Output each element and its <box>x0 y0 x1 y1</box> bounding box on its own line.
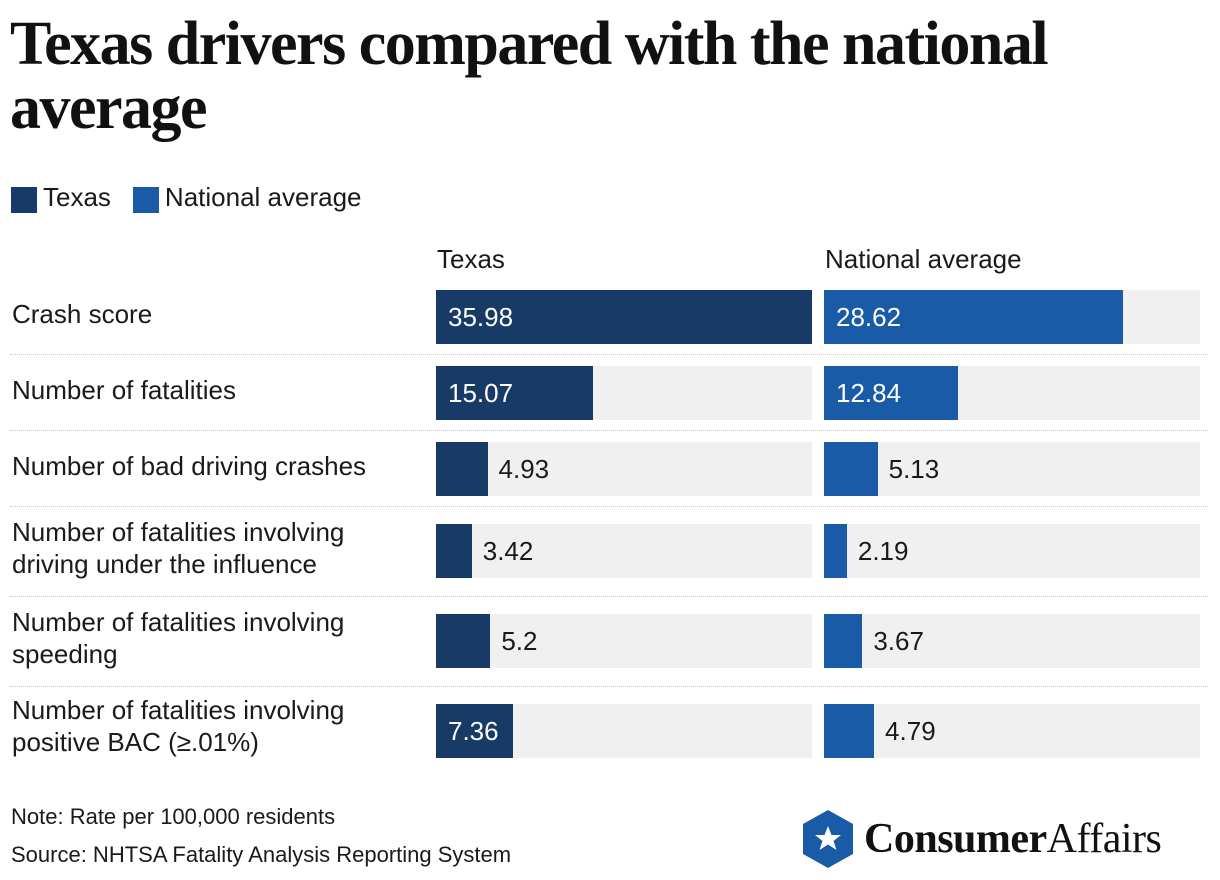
legend-label-national: National average <box>164 182 362 212</box>
source-note: Source: NHTSA Fatality Analysis Reportin… <box>11 842 512 867</box>
logo-wordmark: ConsumerAffairs <box>864 815 1162 863</box>
footnote: Note: Rate per 100,000 residents <box>11 804 336 829</box>
data-label: 5.13 <box>888 454 940 484</box>
bar-track: 7.36 <box>436 704 812 758</box>
data-label: 12.84 <box>836 378 902 408</box>
bar-track: 28.62 <box>824 290 1200 344</box>
bar-national <box>824 366 959 420</box>
data-label: 4.79 <box>885 716 936 746</box>
column-header-national: National average <box>825 244 1022 274</box>
bar-track: 5.2 <box>436 614 812 668</box>
data-label: 15.07 <box>448 378 514 408</box>
data-label: 35.98 <box>448 302 514 332</box>
legend-item-texas: Texas <box>11 182 111 213</box>
bar-texas <box>436 366 594 420</box>
row-label: Number of fatalities involving positive … <box>12 695 345 757</box>
legend-swatch-national <box>132 186 159 213</box>
bar-track: 2.19 <box>824 524 1200 578</box>
bar-track: 15.07 <box>436 366 812 420</box>
legend-item-national: National average <box>132 182 362 213</box>
consumeraffairs-logo: ConsumerAffairs <box>800 808 1162 870</box>
bar-track: 35.98 <box>436 290 812 344</box>
row-label: Number of fatalities <box>12 375 236 405</box>
row-label: Number of fatalities involving driving u… <box>12 517 345 579</box>
bar-national <box>824 442 878 496</box>
data-label: 7.36 <box>448 716 499 746</box>
row-label: Crash score <box>12 299 153 329</box>
row-divider <box>10 430 1208 431</box>
bar-track: 4.79 <box>824 704 1200 758</box>
data-label: 5.2 <box>501 626 538 656</box>
legend-swatch-texas <box>11 186 37 213</box>
legend-label-texas: Texas <box>43 182 111 212</box>
bar-texas <box>436 290 812 344</box>
chart-title: Texas drivers compared with the national… <box>10 10 1049 142</box>
bar-track: 4.93 <box>436 442 812 496</box>
bar-national <box>824 290 1124 344</box>
data-label: 3.67 <box>873 626 924 656</box>
bar-track: 12.84 <box>824 366 1200 420</box>
bar-track: 3.42 <box>436 524 812 578</box>
bar-national <box>824 614 863 668</box>
row-label: Number of fatalities involving speeding <box>12 607 345 669</box>
bar-track: 5.13 <box>824 442 1200 496</box>
row-divider <box>10 686 1208 687</box>
bar-texas <box>436 704 513 758</box>
data-label: 28.62 <box>836 302 902 332</box>
data-label: 2.19 <box>857 536 909 566</box>
logo-word-consumer: Consumer <box>864 816 1047 862</box>
bar-texas <box>436 524 472 578</box>
column-header-texas: Texas <box>437 244 505 274</box>
bar-track: 3.67 <box>824 614 1200 668</box>
row-divider <box>10 354 1208 355</box>
star-shield-icon <box>803 810 853 868</box>
row-divider <box>10 506 1208 507</box>
row-label: Number of bad driving crashes <box>12 451 367 481</box>
data-label: 4.93 <box>498 454 550 484</box>
bar-texas <box>436 614 491 668</box>
bar-national <box>824 524 847 578</box>
data-label: 3.42 <box>482 536 534 566</box>
row-divider <box>10 596 1208 597</box>
legend: Texas National average <box>11 182 384 213</box>
bar-texas <box>436 442 488 496</box>
bar-national <box>824 704 875 758</box>
logo-word-affairs: Affairs <box>1046 816 1162 862</box>
